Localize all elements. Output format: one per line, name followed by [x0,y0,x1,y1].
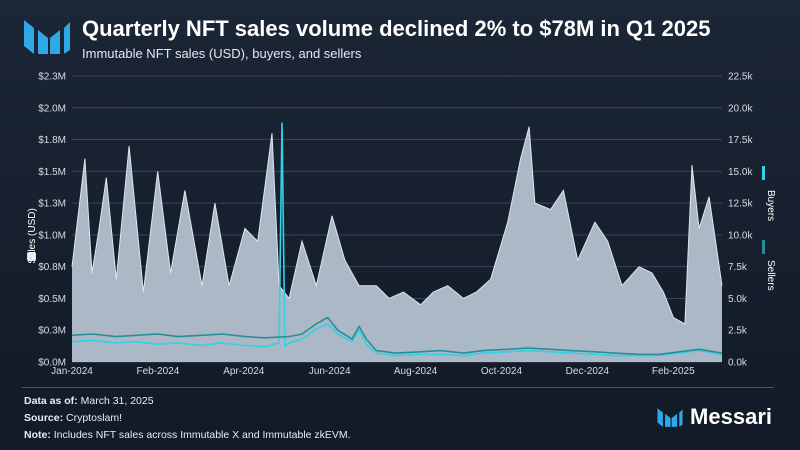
left-tick-label: $0.8M [38,262,66,273]
legend-swatch-sales [27,252,36,261]
footer-source: Source: Cryptoslam! [24,412,123,424]
footer-data-as-of: Data as of: March 31, 2025 [24,395,154,407]
x-tick-label: Feb-2025 [652,366,695,377]
series-line-buyers [71,122,723,357]
brand-name: Messari [690,404,772,429]
legend: Sales (USD) Buyers Sellers [27,166,776,291]
right-tick-label: 20.0k [728,103,753,114]
x-tick-label: Dec-2024 [566,366,610,377]
chart: $0.0M $0.3M $0.5M $0.8M $1.0M $1.3M $1.5M $1.8M… [27,72,776,377]
legend-swatch-sellers [762,240,765,254]
left-tick-label: $2.3M [38,72,66,83]
x-tick-label: Jun-2024 [309,366,351,377]
legend-label-buyers: Buyers [765,190,776,221]
right-tick-label: 22.5k [728,72,753,83]
footer-note: Note: Includes NFT sales across Immutabl… [24,429,351,441]
footer-divider [22,387,774,388]
left-tick-label: $0.0M [38,358,66,369]
x-tick-label: Apr-2024 [223,366,265,377]
line-layer [71,122,723,357]
x-tick-label: Aug-2024 [394,366,438,377]
series-line-sellers [71,316,723,356]
legend-label-sellers: Sellers [765,260,776,291]
left-tick-label: $0.5M [38,294,66,305]
right-tick-label: 15.0k [728,167,753,178]
right-tick-label: 17.5k [728,135,753,146]
right-tick-label: 2.5k [728,326,748,337]
messari-brand: Messari [656,404,772,430]
left-tick-label: $1.8M [38,135,66,146]
messari-mark-icon [657,408,683,427]
right-tick-label: 12.5k [728,199,753,210]
left-tick-label: $1.5M [38,167,66,178]
left-axis-ticks: $0.0M $0.3M $0.5M $0.8M $1.0M $1.3M $1.5M $1.8M… [38,72,66,369]
sales-area-layer [71,126,723,362]
x-tick-label: Jan-2024 [51,366,93,377]
chart-title: Quarterly NFT sales volume declined 2% t… [82,16,711,41]
right-tick-label: 0.0k [728,358,748,369]
messari-logo-icon [24,20,70,54]
right-tick-label: 7.5k [728,262,748,273]
legend-swatch-buyers [762,166,765,180]
x-axis-ticks: Jan-2024 Feb-2024 Apr-2024 Jun-2024 Aug-2024… [51,366,695,377]
left-tick-label: $2.0M [38,103,66,114]
x-tick-label: Oct-2024 [481,366,523,377]
right-tick-label: 10.0k [728,230,753,241]
left-tick-label: $0.3M [38,326,66,337]
series-outline-sales-usd [71,126,723,325]
right-axis-ticks: 0.0k 2.5k 5.0k 7.5k 10.0k 12.5k 15.0k 17.5k 20.0… [728,72,753,369]
x-tick-label: Feb-2024 [136,366,179,377]
left-tick-label: $1.3M [38,199,66,210]
chart-subtitle: Immutable NFT sales (USD), buyers, and s… [82,46,362,61]
series-area-sales-usd [72,126,722,362]
right-tick-label: 5.0k [728,294,748,305]
left-tick-label: $1.0M [38,230,66,241]
legend-label-sales: Sales (USD) [27,208,38,264]
